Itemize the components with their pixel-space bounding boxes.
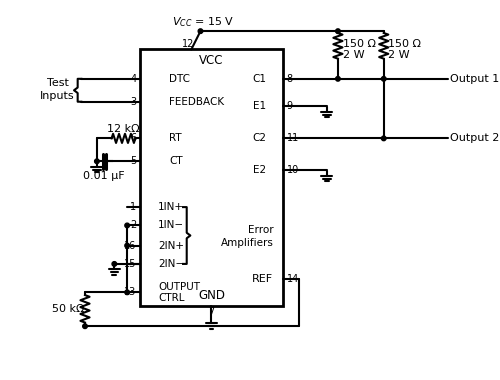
Text: 50 kΩ: 50 kΩ [52,304,85,314]
Text: 2 W: 2 W [342,50,364,60]
Text: Inputs: Inputs [40,91,75,101]
Text: 13: 13 [124,287,136,297]
Text: C2: C2 [252,133,266,143]
Text: 8: 8 [286,74,292,84]
Text: CTRL: CTRL [158,293,185,303]
Circle shape [94,159,99,163]
Circle shape [125,243,130,248]
Text: 2IN+: 2IN+ [158,241,184,250]
Text: REF: REF [252,274,274,283]
Text: OUTPUT: OUTPUT [158,282,200,292]
Text: 5: 5 [130,156,136,166]
Text: 9: 9 [286,101,292,111]
Circle shape [82,324,87,329]
Text: CT: CT [170,156,183,166]
Text: RT: RT [170,133,182,143]
Text: 10: 10 [286,165,299,176]
Text: 1IN+: 1IN+ [158,202,184,212]
Circle shape [336,76,340,81]
Circle shape [125,290,130,294]
Text: 1IN−: 1IN− [158,220,184,230]
Text: Test: Test [46,78,68,88]
Text: 11: 11 [286,133,299,143]
Text: 16: 16 [124,241,136,250]
Text: 0.01 μF: 0.01 μF [84,171,125,181]
Text: DTC: DTC [170,74,190,84]
Text: 14: 14 [286,274,299,283]
Text: 150 Ω: 150 Ω [342,39,376,49]
Text: Error: Error [248,225,274,235]
Text: 4: 4 [130,74,136,84]
Circle shape [198,29,203,33]
Text: 12 kΩ: 12 kΩ [107,124,140,134]
Text: 15: 15 [124,259,136,269]
Circle shape [112,261,116,266]
Text: 12: 12 [182,39,194,49]
Text: 3: 3 [130,97,136,107]
Text: Output 1: Output 1 [450,74,499,84]
Text: C1: C1 [252,74,266,84]
Text: Amplifiers: Amplifiers [221,238,274,248]
Text: 2 W: 2 W [388,50,410,60]
Circle shape [382,76,386,81]
Text: Output 2: Output 2 [450,133,499,143]
Text: E1: E1 [254,101,266,111]
Text: 2: 2 [130,220,136,230]
Text: GND: GND [198,288,225,302]
Text: 2IN−: 2IN− [158,259,184,269]
Text: FEEDBACK: FEEDBACK [170,97,224,107]
Text: E2: E2 [254,165,266,176]
Bar [140,49,283,306]
Circle shape [336,29,340,33]
Text: 7: 7 [208,307,214,317]
Circle shape [125,223,130,228]
Text: 1: 1 [130,202,136,212]
Text: $V_{CC}$ = 15 V: $V_{CC}$ = 15 V [172,15,234,29]
Text: VCC: VCC [199,54,224,67]
Circle shape [382,136,386,141]
Text: 6: 6 [130,133,136,143]
Text: 150 Ω: 150 Ω [388,39,422,49]
